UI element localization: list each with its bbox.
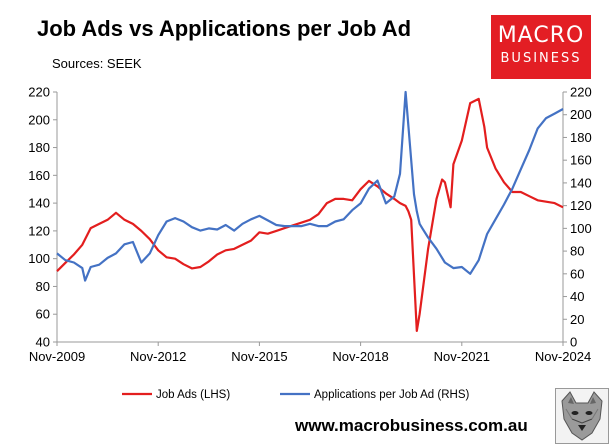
y-left-tick-label: 220 [28, 85, 50, 100]
y-right-tick-label: 140 [570, 175, 592, 190]
y-right-tick-label: 80 [570, 244, 584, 259]
footer-url: www.macrobusiness.com.au [295, 416, 528, 435]
y-right-tick-label: 60 [570, 266, 584, 281]
y-right-tick-label: 20 [570, 312, 584, 327]
x-tick-label: Nov-2024 [535, 349, 591, 364]
logo-line1: MACRO [497, 23, 585, 48]
y-right-tick-label: 120 [570, 198, 592, 213]
x-tick-label: Nov-2021 [434, 349, 490, 364]
logo-line2: BUSINESS [500, 51, 582, 66]
y-left-tick-label: 160 [28, 168, 50, 183]
y-left-tick-label: 80 [36, 279, 50, 294]
series-line-applications [56, 90, 564, 282]
legend-label: Job Ads (LHS) [156, 389, 230, 401]
x-tick-label: Nov-2018 [332, 349, 388, 364]
chart-source: Sources: SEEK [52, 56, 142, 71]
x-tick-label: Nov-2015 [231, 349, 287, 364]
y-right-tick-label: 0 [570, 335, 577, 350]
wolf-logo-icon [555, 388, 609, 444]
y-left-tick-label: 180 [28, 140, 50, 155]
y-right-tick-label: 220 [570, 85, 592, 100]
y-left-tick-label: 120 [28, 223, 50, 238]
y-right-tick-label: 200 [570, 107, 592, 122]
y-left-tick-label: 200 [28, 112, 50, 127]
y-right-tick-label: 180 [570, 130, 592, 145]
x-tick-label: Nov-2012 [130, 349, 186, 364]
y-left-tick-label: 140 [28, 196, 50, 211]
series-line-job-ads [56, 97, 564, 332]
chart-title: Job Ads vs Applications per Job Ad [37, 16, 412, 41]
y-left-tick-label: 40 [36, 335, 50, 350]
y-right-tick-label: 160 [570, 153, 592, 168]
y-right-tick-label: 40 [570, 289, 584, 304]
x-tick-label: Nov-2009 [29, 349, 85, 364]
macrobusiness-logo: MACRO BUSINESS [491, 15, 591, 79]
y-right-tick-label: 100 [570, 221, 592, 236]
legend-label: Applications per Job Ad (RHS) [314, 389, 469, 401]
y-left-tick-label: 100 [28, 251, 50, 266]
y-left-tick-label: 60 [36, 307, 50, 322]
